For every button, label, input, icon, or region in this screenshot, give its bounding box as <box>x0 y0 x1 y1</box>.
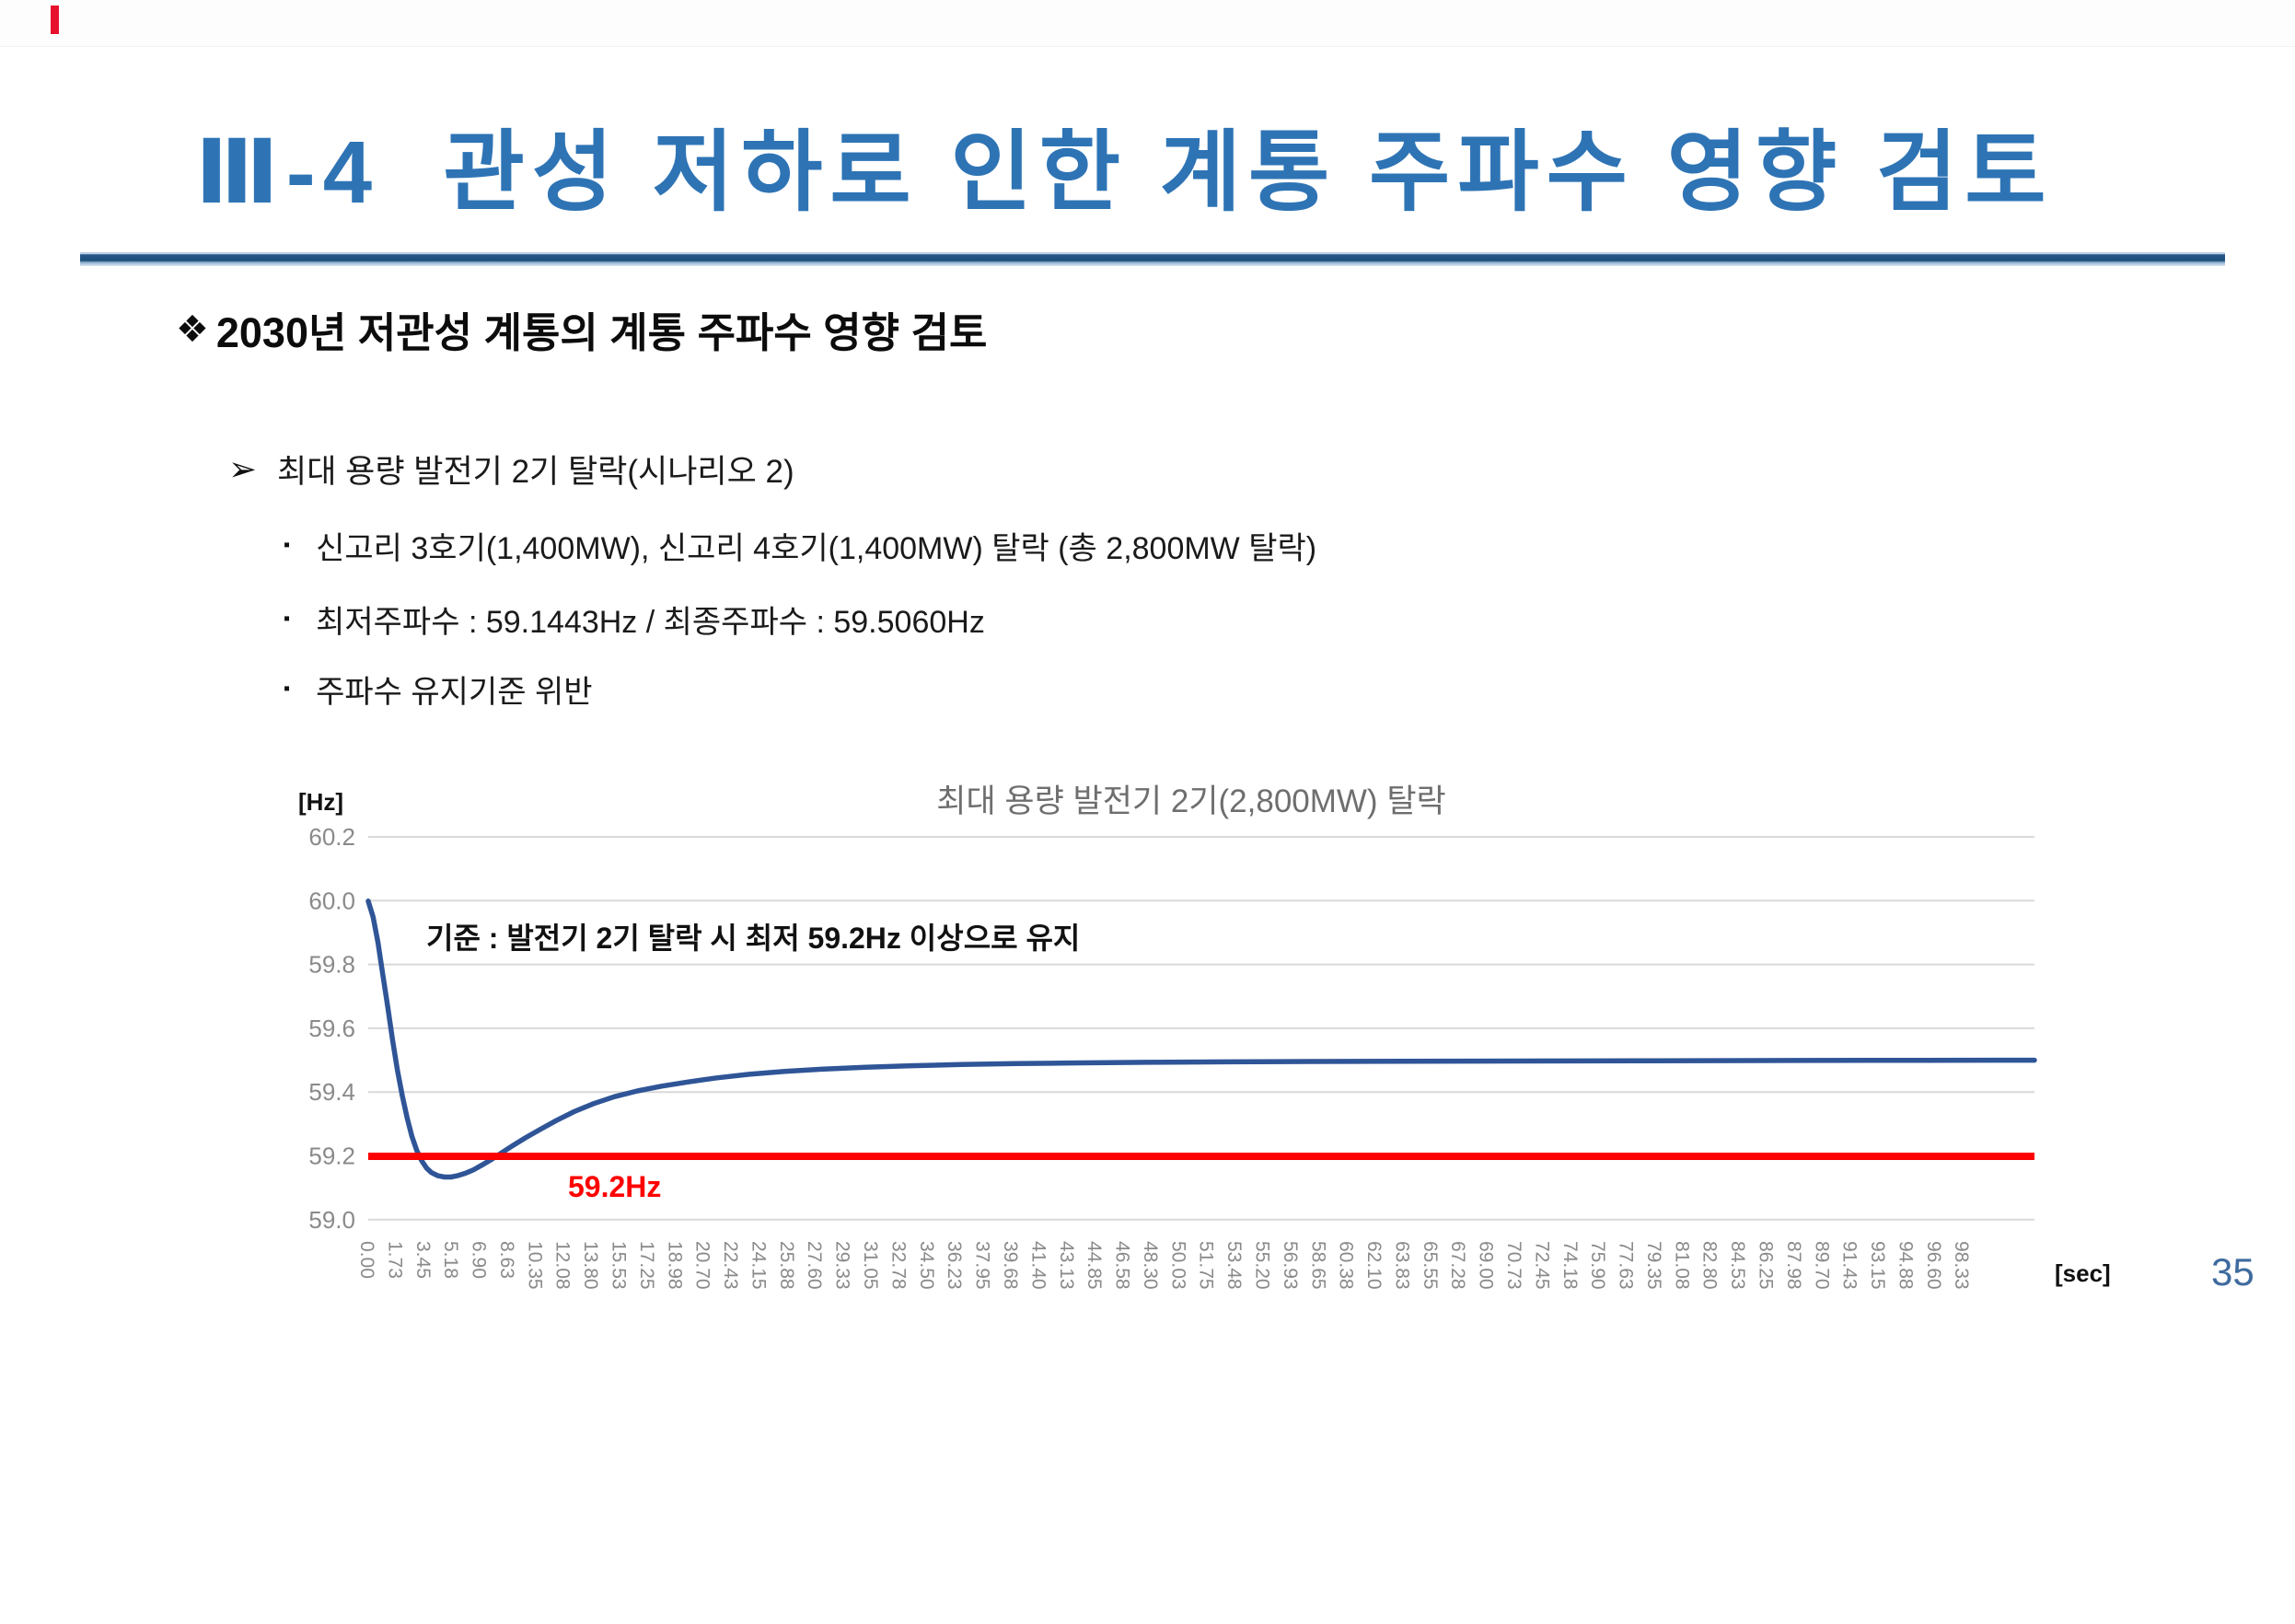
x-axis-tick-labels: 0.00 1.73 3.45 5.18 6.90 8.63 10.35 12.08 13.80 1… <box>356 1241 1972 1290</box>
detail-item: ▪ 주파수 유지기준 위반 <box>284 667 593 712</box>
y-tick-label: 59.0 <box>308 1206 355 1234</box>
gridlines <box>368 836 2034 1221</box>
x-tick-label: 67.28 <box>1447 1241 1468 1290</box>
x-axis-unit: [sec] <box>2055 1259 2111 1287</box>
x-tick-label: 37.95 <box>972 1241 993 1290</box>
x-tick-label: 74.18 <box>1559 1241 1581 1290</box>
detail-text: 최저주파수 : 59.1443Hz / 최종주파수 : 59.5060Hz <box>316 605 985 640</box>
x-tick-label: 15.53 <box>609 1241 630 1290</box>
x-tick-label: 91.43 <box>1839 1241 1860 1290</box>
x-tick-label: 41.40 <box>1027 1241 1049 1290</box>
y-tick-label: 59.8 <box>308 951 355 979</box>
x-tick-label: 53.48 <box>1223 1241 1245 1290</box>
x-tick-label: 27.60 <box>804 1241 825 1290</box>
x-tick-label: 25.88 <box>776 1241 797 1290</box>
x-tick-label: 87.98 <box>1783 1241 1804 1290</box>
y-tick-label: 59.6 <box>308 1015 355 1042</box>
page-number: 35 <box>2211 1250 2254 1293</box>
title-divider <box>80 252 2225 266</box>
x-tick-label: 86.25 <box>1756 1241 1777 1290</box>
arrow-bullet-icon: ➢ <box>228 450 258 488</box>
x-tick-label: 3.45 <box>412 1241 434 1279</box>
x-tick-label: 96.60 <box>1923 1241 1944 1290</box>
section-heading: ❖ 2030년 저관성 계통의 계통 주파수 영향 검토 <box>176 299 987 359</box>
y-axis-tick-labels: 60.2 60.0 59.8 59.6 59.4 59.2 59.0 <box>308 823 355 1234</box>
x-tick-label: 10.35 <box>524 1241 545 1290</box>
y-tick-label: 59.2 <box>308 1143 355 1170</box>
y-tick-label: 60.2 <box>308 823 355 851</box>
x-tick-label: 48.30 <box>1140 1241 1161 1290</box>
square-bullet-icon: ▪ <box>284 679 291 699</box>
x-tick-label: 93.15 <box>1867 1241 1888 1290</box>
x-tick-label: 51.75 <box>1196 1241 1217 1290</box>
x-tick-label: 94.88 <box>1895 1241 1917 1290</box>
detail-text: 주파수 유지기준 위반 <box>316 675 593 710</box>
x-tick-label: 29.33 <box>832 1241 853 1290</box>
x-tick-label: 77.63 <box>1616 1241 1637 1290</box>
x-tick-label: 89.70 <box>1811 1241 1832 1290</box>
x-tick-label: 72.45 <box>1531 1241 1552 1290</box>
x-tick-label: 1.73 <box>384 1241 405 1279</box>
x-tick-label: 36.23 <box>944 1241 965 1290</box>
x-tick-label: 22.43 <box>720 1241 741 1290</box>
detail-text: 신고리 3호기(1,400MW), 신고리 4호기(1,400MW) 탈락 (총… <box>316 531 1317 566</box>
x-tick-label: 65.55 <box>1420 1241 1441 1290</box>
x-tick-label: 70.73 <box>1503 1241 1524 1290</box>
x-tick-label: 17.25 <box>636 1241 657 1290</box>
chart-title: 최대 용량 발전기 2기(2,800MW) 탈락 <box>936 783 1445 819</box>
y-tick-label: 59.4 <box>308 1078 355 1106</box>
x-tick-label: 44.85 <box>1084 1241 1105 1290</box>
x-tick-label: 18.98 <box>664 1241 685 1290</box>
diamond-bullet-icon: ❖ <box>176 308 209 350</box>
x-tick-label: 50.03 <box>1167 1241 1188 1290</box>
slide-title: Ⅲ-4 관성 저하로 인한 계통 주파수 영향 검토 <box>195 123 2054 222</box>
red-corner-marker-icon <box>51 6 59 34</box>
x-tick-label: 46.58 <box>1112 1241 1133 1290</box>
chart-annotation: 기준 : 발전기 2기 탈락 시 최저 59.2Hz 이상으로 유지 <box>426 922 1080 955</box>
x-tick-label: 84.53 <box>1727 1241 1748 1290</box>
x-tick-label: 63.83 <box>1391 1241 1412 1290</box>
x-tick-label: 55.20 <box>1252 1241 1273 1290</box>
square-bullet-icon: ▪ <box>284 535 291 555</box>
top-strip <box>0 0 2295 47</box>
x-tick-label: 58.65 <box>1307 1241 1328 1290</box>
frequency-curve <box>365 899 2037 1180</box>
x-tick-label: 31.05 <box>860 1241 881 1290</box>
x-tick-label: 62.10 <box>1363 1241 1385 1290</box>
reference-line-label: 59.2Hz <box>568 1170 661 1203</box>
x-tick-label: 0.00 <box>356 1241 377 1279</box>
frequency-chart: 60.2 60.0 59.8 59.6 59.4 59.2 59.0 0.00 1.73 3.4… <box>298 783 2111 1290</box>
x-tick-label: 60.38 <box>1336 1241 1357 1290</box>
x-tick-label: 34.50 <box>916 1241 937 1290</box>
x-tick-label: 81.08 <box>1671 1241 1692 1290</box>
x-tick-label: 69.00 <box>1476 1241 1497 1290</box>
x-tick-label: 12.08 <box>552 1241 574 1290</box>
x-tick-label: 32.78 <box>887 1241 909 1290</box>
y-tick-label: 60.0 <box>308 887 355 914</box>
x-tick-label: 75.90 <box>1587 1241 1608 1290</box>
scenario-item: ➢ 최대 용량 발전기 2기 탈락(시나리오 2) <box>228 446 794 493</box>
x-tick-label: 82.80 <box>1699 1241 1721 1290</box>
x-tick-label: 39.68 <box>1000 1241 1021 1290</box>
x-tick-label: 56.93 <box>1280 1241 1301 1290</box>
x-tick-label: 8.63 <box>496 1241 517 1279</box>
x-tick-label: 20.70 <box>692 1241 713 1290</box>
x-tick-label: 6.90 <box>469 1241 490 1279</box>
section-heading-text: 2030년 저관성 계통의 계통 주파수 영향 검토 <box>215 309 988 356</box>
x-tick-label: 79.35 <box>1643 1241 1664 1290</box>
y-axis-unit: [Hz] <box>298 788 343 816</box>
x-tick-label: 13.80 <box>580 1241 601 1290</box>
scenario-text: 최대 용량 발전기 2기 탈락(시나리오 2) <box>277 454 794 490</box>
x-tick-label: 98.33 <box>1951 1241 1972 1290</box>
detail-item: ▪ 신고리 3호기(1,400MW), 신고리 4호기(1,400MW) 탈락 … <box>284 523 1316 568</box>
x-tick-label: 43.13 <box>1056 1241 1077 1290</box>
x-tick-label: 24.15 <box>748 1241 770 1290</box>
square-bullet-icon: ▪ <box>284 609 291 629</box>
detail-item: ▪ 최저주파수 : 59.1443Hz / 최종주파수 : 59.5060Hz <box>284 597 985 642</box>
x-tick-label: 5.18 <box>440 1241 461 1279</box>
